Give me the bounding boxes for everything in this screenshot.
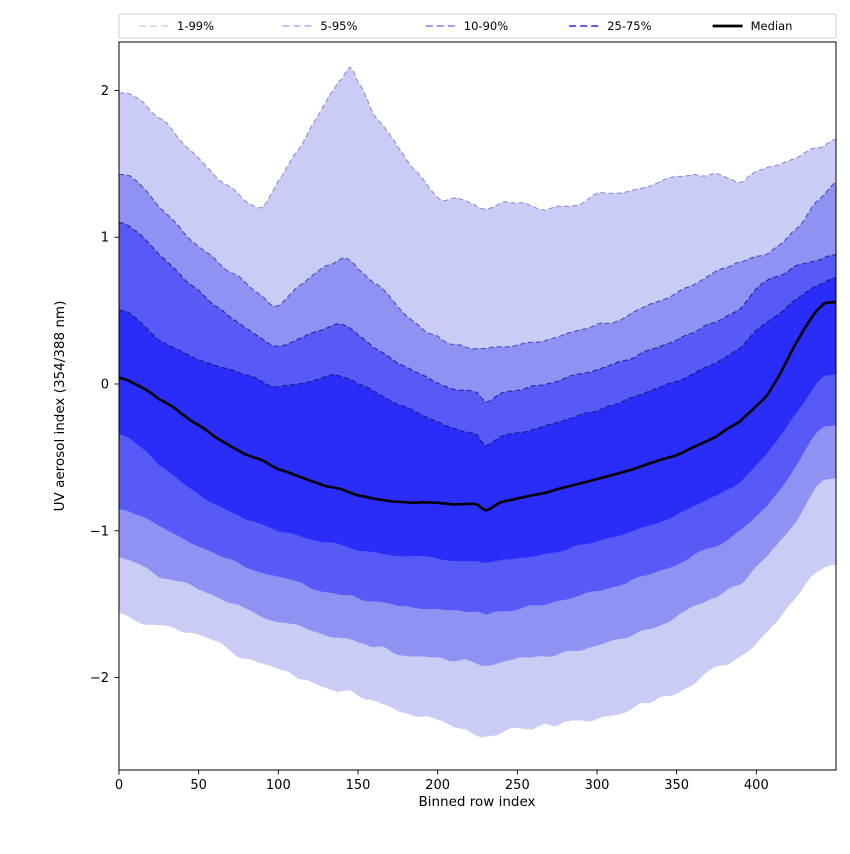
legend: 1-99% 5-95% 10-90% 25-75% Median xyxy=(118,13,837,39)
percentile-line-p90 xyxy=(118,221,837,403)
y-tick-label: −2 xyxy=(90,671,109,686)
x-tick-label: 150 xyxy=(346,778,371,793)
y-tick-label: 1 xyxy=(101,231,109,246)
x-tick-label: 50 xyxy=(190,778,207,793)
legend-label: 5-95% xyxy=(320,19,357,33)
percentile-line-p99 xyxy=(118,66,837,211)
x-tick-label: 400 xyxy=(744,778,769,793)
x-tick-label: 350 xyxy=(664,778,689,793)
y-tick-label: 0 xyxy=(101,377,109,392)
percentile-lines xyxy=(118,66,837,512)
x-tick-label: 200 xyxy=(425,778,450,793)
legend-entry-1-99pct: 1-99% xyxy=(139,19,214,33)
percentile-line-p95 xyxy=(118,173,837,350)
x-axis-label: Binned row index xyxy=(418,794,535,810)
y-axis-label: UV aerosol index (354/388 nm) xyxy=(52,301,68,512)
y-tick-label: −1 xyxy=(90,524,109,539)
legend-label: Median xyxy=(751,19,793,33)
percentile-bands xyxy=(119,67,836,738)
x-tick-label: 0 xyxy=(115,778,123,793)
x-tick-label: 250 xyxy=(505,778,530,793)
axes: 0 50 100 150 200 250 300 350 400 −2 −1 0 1 2 xyxy=(90,41,837,793)
x-tick-label: 300 xyxy=(585,778,610,793)
legend-entry-5-95pct: 5-95% xyxy=(282,19,357,33)
legend-label: 10-90% xyxy=(464,19,508,33)
median-line xyxy=(118,300,837,512)
legend-label: 1-99% xyxy=(177,19,214,33)
legend-entry-10-90pct: 10-90% xyxy=(425,19,508,33)
legend-entry-Median: Median xyxy=(712,19,793,33)
x-tick-label: 100 xyxy=(266,778,291,793)
band-25-75pct xyxy=(119,277,836,563)
y-tick-label: 2 xyxy=(101,84,109,99)
legend-label: 25-75% xyxy=(607,19,651,33)
percentile-line-p75 xyxy=(118,276,837,447)
plot-border xyxy=(118,41,837,771)
legend-entry-25-75pct: 25-75% xyxy=(569,19,652,33)
legend-frame xyxy=(118,13,837,39)
